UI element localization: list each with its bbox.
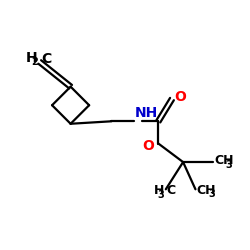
Text: 3: 3: [226, 160, 232, 170]
Text: H: H: [26, 50, 38, 64]
Text: H: H: [154, 184, 164, 197]
Text: 2: 2: [31, 57, 38, 67]
Text: O: O: [142, 139, 154, 153]
Text: CH: CH: [214, 154, 234, 167]
Text: 3: 3: [208, 189, 215, 199]
Text: O: O: [174, 90, 186, 104]
Text: 3: 3: [158, 190, 164, 200]
Text: C: C: [41, 52, 51, 66]
Text: CH: CH: [197, 184, 216, 197]
Text: NH: NH: [135, 106, 158, 120]
Text: C: C: [166, 184, 175, 197]
